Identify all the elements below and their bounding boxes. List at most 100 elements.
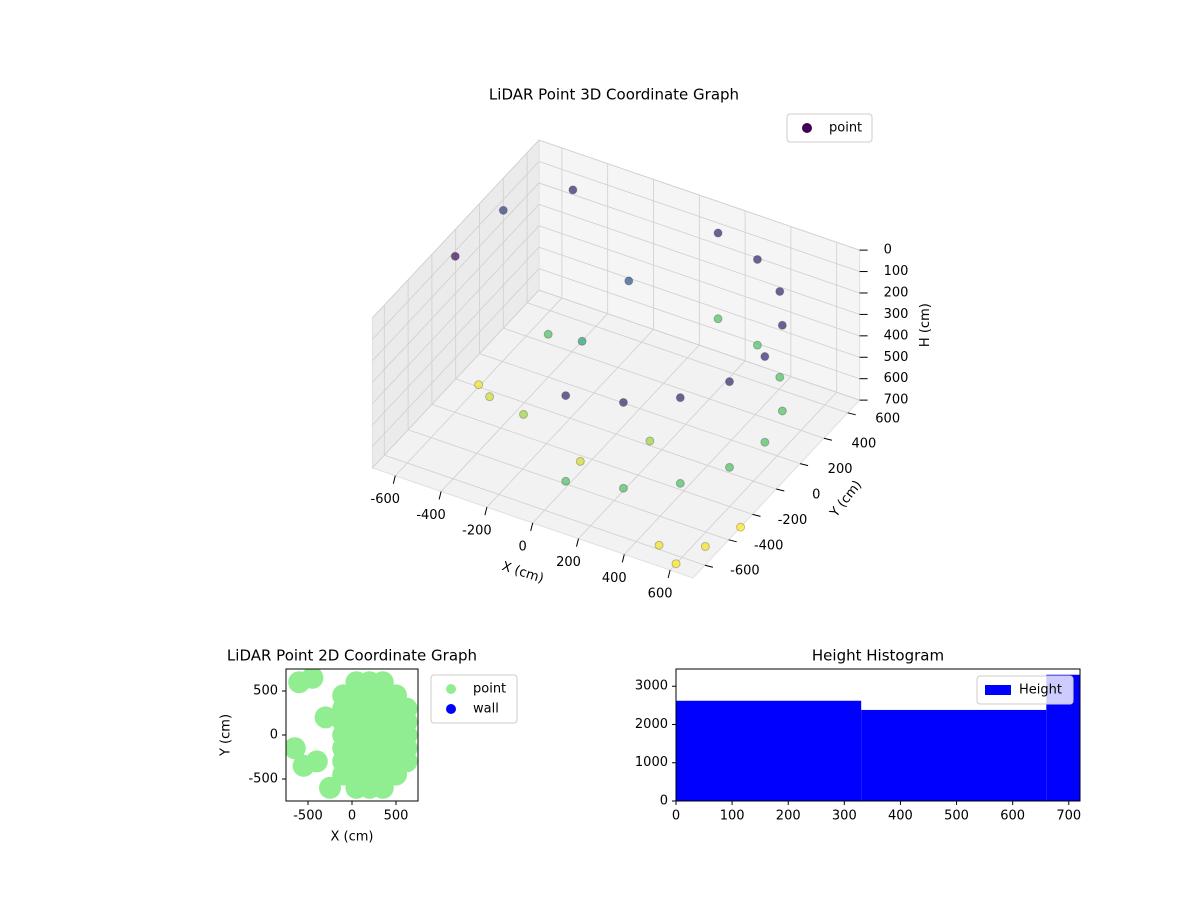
point bbox=[575, 456, 585, 466]
point bbox=[519, 409, 528, 419]
grid-line bbox=[372, 161, 540, 340]
x-tick-label: -400 bbox=[416, 508, 446, 523]
grid-line bbox=[372, 289, 540, 469]
point bbox=[752, 254, 762, 264]
z-axis-label: H (cm) bbox=[918, 303, 933, 347]
point bbox=[675, 478, 685, 488]
y-tick bbox=[823, 437, 833, 441]
point bbox=[286, 737, 306, 760]
point bbox=[292, 754, 315, 777]
grid-line bbox=[372, 225, 540, 404]
point bbox=[752, 340, 762, 350]
x-tick-label: 400 bbox=[602, 571, 627, 586]
bar bbox=[861, 709, 1047, 801]
point bbox=[395, 697, 418, 720]
legend-label: point bbox=[829, 121, 862, 136]
point bbox=[450, 251, 460, 261]
y-tick-label: 0 bbox=[660, 794, 668, 809]
x-tick-label: 500 bbox=[944, 809, 969, 824]
y-tick-label: 400 bbox=[851, 437, 876, 452]
x-tick-label: 400 bbox=[888, 809, 913, 824]
x-tick-label: 0 bbox=[519, 539, 527, 554]
x-tick bbox=[392, 475, 396, 484]
grid-line bbox=[538, 139, 860, 251]
x-tick-label: 100 bbox=[720, 809, 745, 824]
y-tick-label: 0 bbox=[270, 728, 278, 743]
chart-title: LiDAR Point 2D Coordinate Graph bbox=[227, 647, 477, 665]
y-tick-label: -200 bbox=[778, 513, 808, 528]
point bbox=[561, 476, 571, 486]
point bbox=[736, 522, 746, 532]
point bbox=[645, 436, 655, 446]
point bbox=[618, 397, 628, 407]
x-tick-label: 700 bbox=[1056, 809, 1081, 824]
point bbox=[760, 352, 770, 362]
x-tick-label: -600 bbox=[371, 492, 401, 507]
point bbox=[700, 541, 710, 551]
x-tick-label: 200 bbox=[776, 809, 801, 824]
point bbox=[618, 483, 628, 493]
y-tick bbox=[704, 564, 714, 568]
point bbox=[775, 286, 785, 296]
grid-line bbox=[372, 268, 540, 447]
x-tick-label: 0 bbox=[672, 809, 680, 824]
x-tick bbox=[621, 554, 625, 563]
point bbox=[671, 559, 681, 569]
grid-line bbox=[538, 225, 860, 337]
grid-line bbox=[372, 204, 540, 383]
y-tick-label: 200 bbox=[828, 462, 853, 477]
grid-line bbox=[538, 289, 860, 401]
grid-line bbox=[372, 182, 540, 362]
x-tick-label: 0 bbox=[348, 809, 356, 824]
grid-line bbox=[431, 404, 753, 515]
chart-title: Height Histogram bbox=[812, 647, 944, 665]
y-tick bbox=[847, 412, 856, 416]
legend-label: wall bbox=[473, 702, 499, 717]
y-tick-label: 600 bbox=[875, 411, 900, 426]
grid-line bbox=[538, 182, 860, 294]
legend-frame bbox=[976, 675, 1074, 705]
grid-line bbox=[538, 203, 860, 315]
point bbox=[543, 329, 553, 339]
x-tick bbox=[484, 507, 488, 516]
grid-line bbox=[372, 139, 540, 319]
y-axis-label: Y (cm) bbox=[827, 478, 865, 521]
point bbox=[725, 462, 735, 472]
point bbox=[713, 228, 723, 238]
y-tick-label: 500 bbox=[253, 684, 278, 699]
point bbox=[777, 406, 787, 416]
point bbox=[474, 380, 484, 390]
chart-title: LiDAR Point 3D Coordinate Graph bbox=[489, 86, 739, 104]
point bbox=[568, 185, 578, 195]
x-tick bbox=[667, 569, 671, 579]
point bbox=[319, 776, 341, 799]
x-tick bbox=[576, 538, 579, 547]
x-axis-label: X (cm) bbox=[500, 559, 546, 587]
y-tick-label: -500 bbox=[248, 772, 278, 787]
z-tick-label: 400 bbox=[884, 328, 909, 343]
legend-frame bbox=[786, 113, 873, 143]
x-tick-label: 500 bbox=[384, 809, 409, 824]
z-tick-label: 700 bbox=[884, 393, 909, 408]
bar bbox=[676, 700, 862, 801]
z-tick-label: 300 bbox=[884, 307, 909, 322]
legend-label: Height bbox=[1019, 683, 1062, 698]
y-tick-label: 0 bbox=[812, 488, 820, 503]
point bbox=[713, 314, 723, 324]
legend-label: point bbox=[473, 682, 506, 697]
legend-marker bbox=[802, 123, 812, 133]
z-tick-label: 0 bbox=[884, 243, 892, 258]
point bbox=[624, 276, 634, 286]
y-tick-label: -600 bbox=[730, 564, 760, 579]
grid-line bbox=[538, 246, 860, 358]
axes-frame bbox=[675, 668, 1081, 802]
z-tick-label: 500 bbox=[884, 350, 909, 365]
point bbox=[725, 377, 735, 387]
y-tick-label: 3000 bbox=[635, 679, 668, 694]
grid-line bbox=[384, 454, 706, 566]
z-tick-label: 100 bbox=[884, 264, 909, 279]
x-axis-label: X (cm) bbox=[331, 830, 374, 845]
grid-line bbox=[526, 302, 848, 414]
point bbox=[675, 393, 685, 403]
